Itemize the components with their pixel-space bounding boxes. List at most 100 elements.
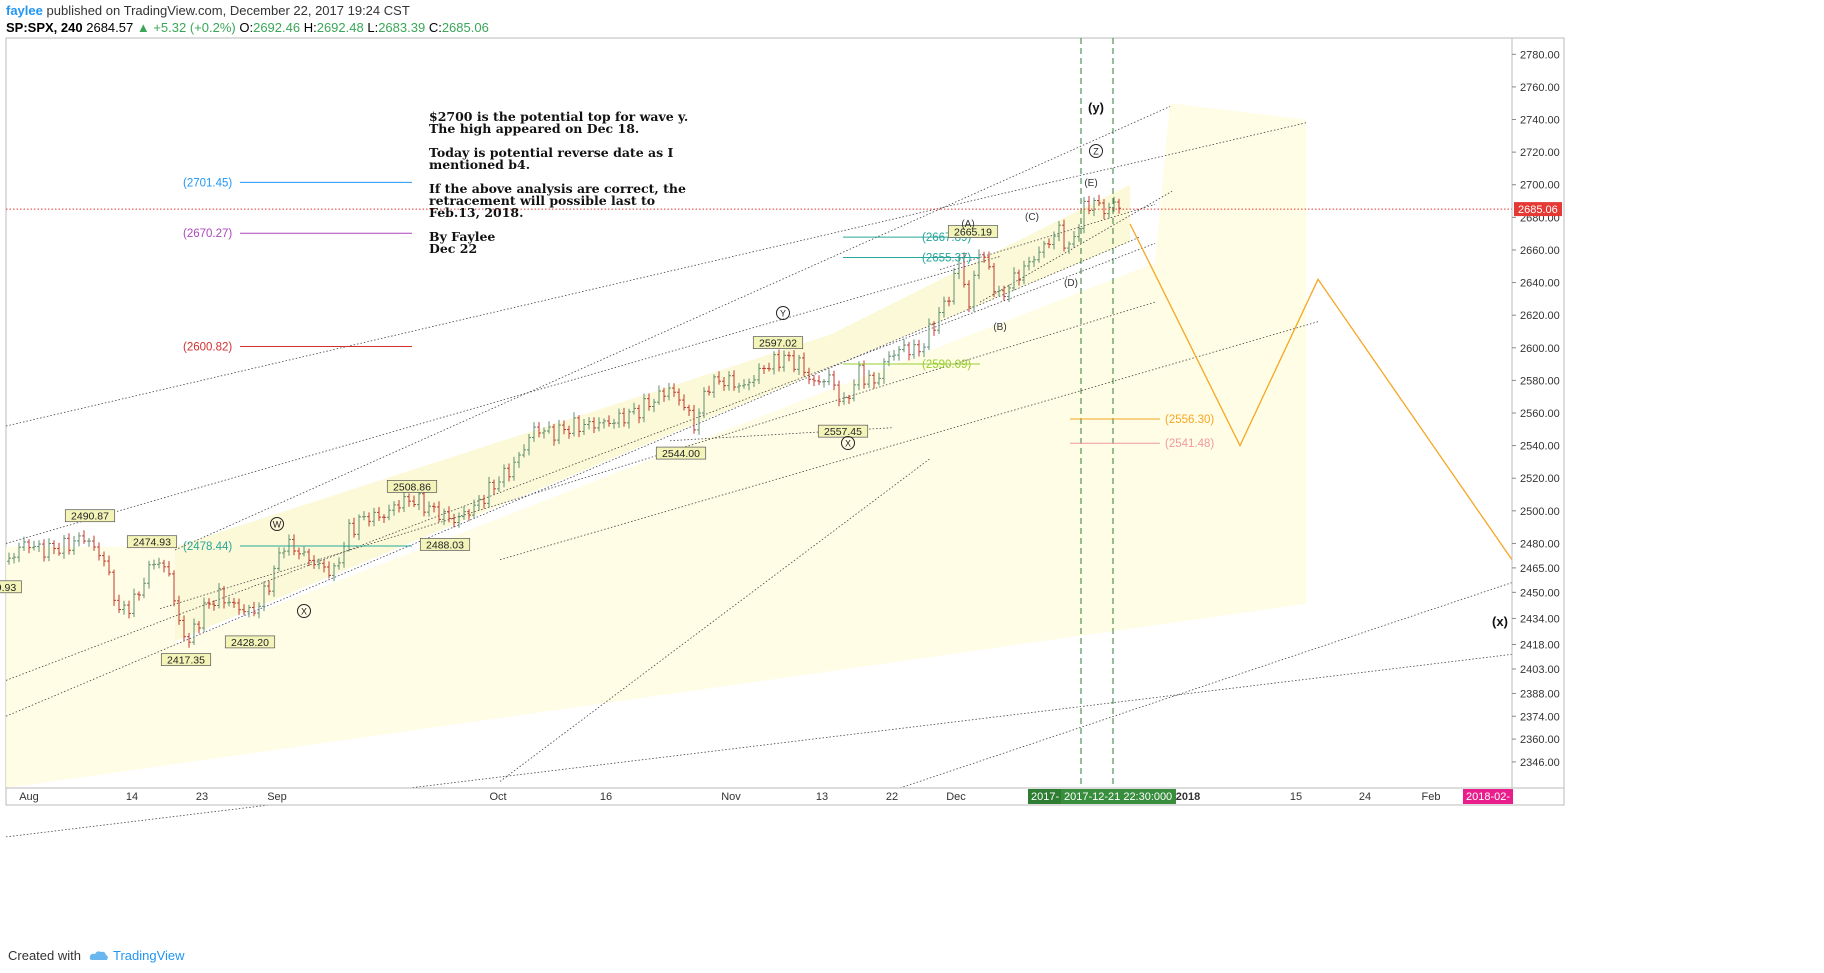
- y-axis-tick-label: 2540.00: [1520, 441, 1560, 453]
- fib-level-label: (2670.27): [183, 228, 232, 240]
- tradingview-link[interactable]: TradingView: [89, 948, 185, 963]
- y-axis-tick-label: 2346.00: [1520, 757, 1560, 769]
- analysis-note-line: retracement will possible last to: [429, 193, 655, 208]
- last-price: 2684.57: [86, 20, 134, 35]
- analysis-note-line: Feb.13, 2018.: [429, 205, 523, 220]
- price-tag: 2488.03: [419, 537, 471, 551]
- wave-label: (C): [1025, 212, 1039, 223]
- inner-channel-fill: [175, 184, 1130, 642]
- x-axis-tick-label: Dec: [946, 791, 966, 803]
- y-axis-tick-label: 2560.00: [1520, 408, 1560, 420]
- price-tag: 2417.35: [160, 653, 212, 667]
- price-tag-box: [386, 480, 438, 493]
- low-label: L:: [367, 20, 379, 35]
- price-tag-label: 2665.19: [954, 226, 992, 238]
- wave-label: X: [301, 607, 307, 617]
- price-tag: 2490.87: [64, 509, 116, 523]
- y-axis-tick-label: 2465.00: [1520, 563, 1560, 575]
- wave-label: (x): [1492, 614, 1508, 629]
- tradingview-cloud-icon: [89, 950, 108, 960]
- end-date-label: 2018-02-: [1466, 791, 1510, 803]
- open-value: 2692.46: [253, 20, 301, 35]
- price-tag: 2557.45: [817, 424, 869, 438]
- analysis-note-line: $2700 is the potential top for wave y.: [429, 109, 688, 124]
- fib-level-label: (2655.37): [922, 253, 971, 265]
- price-tag: 2428.20: [224, 635, 276, 649]
- crosshair-date-label: 2017-12-21 22:30:00: [1064, 791, 1166, 803]
- author-link[interactable]: faylee: [6, 3, 43, 18]
- analysis-note-line: By Faylee: [429, 229, 495, 244]
- y-axis-panel: [1511, 37, 1565, 789]
- date-badge-left: [1028, 789, 1061, 804]
- price-tag: 2597.02: [752, 336, 804, 350]
- channel-fill: [6, 103, 1306, 788]
- x-axis-tick-label: 23: [196, 791, 208, 803]
- price-tag: 9.93: [0, 580, 22, 594]
- x-axis-tick-label: 2018: [1176, 791, 1200, 803]
- wave-label: (E): [1084, 178, 1097, 189]
- symbol-name: SP:SPX, 240: [6, 20, 83, 35]
- y-axis-tick-label: 2500.00: [1520, 506, 1560, 518]
- x-axis-tick-label: Sep: [267, 791, 287, 803]
- wave-label: W: [273, 520, 282, 530]
- price-tag-box: [419, 537, 471, 551]
- price-tag-label: 2474.93: [133, 537, 171, 549]
- wave-label-circle: [841, 436, 855, 450]
- x-axis-tick-label: Nov: [721, 791, 741, 803]
- date-badge-left-label: 2017-: [1031, 791, 1059, 803]
- price-tag-label: 2488.03: [426, 539, 464, 551]
- price-tag-box: [0, 580, 22, 594]
- close-label: C:: [428, 20, 442, 35]
- price-tag-box: [224, 635, 276, 649]
- price-tag-label: 9.93: [0, 582, 16, 594]
- price-tag-label: 2597.02: [759, 338, 797, 350]
- wave-label-circle: [1089, 144, 1103, 158]
- symbol-line: SP:SPX, 240 2684.57 ▲ +5.32 (+0.2%) O:26…: [6, 20, 489, 35]
- wave-label: (y): [1088, 100, 1104, 115]
- price-tag: 2665.19: [947, 225, 999, 238]
- y-axis-tick-label: 2720.00: [1520, 147, 1560, 159]
- price-tag-label: 2428.20: [231, 637, 269, 649]
- high-value: 2692.48: [316, 20, 364, 35]
- trend-line: [499, 458, 931, 782]
- price-tag-box: [947, 225, 999, 238]
- projection-line: [1129, 223, 1513, 561]
- analysis-note-line: Today is potential reverse date as I: [429, 145, 674, 160]
- x-axis-tick-label: 16: [600, 791, 612, 803]
- y-axis-tick-label: 2360.00: [1520, 734, 1560, 746]
- footer: Created with TradingView: [8, 948, 185, 963]
- wave-label: (D): [1064, 278, 1078, 289]
- x-axis-tick-label: 22: [886, 791, 898, 803]
- price-tag-label: 2557.45: [824, 426, 862, 438]
- crosshair-date-suffix: 0: [1166, 791, 1172, 803]
- price-tag: 2474.93: [126, 535, 178, 549]
- crosshair-date-badge: [1061, 789, 1176, 804]
- y-axis-tick-label: 2403.00: [1520, 664, 1560, 676]
- wave-label-circle: [297, 604, 311, 618]
- wave-label-circle: [270, 517, 284, 531]
- created-with-label: Created with: [8, 948, 81, 963]
- y-axis-tick-label: 2760.00: [1520, 82, 1560, 94]
- y-axis-tick-label: 2780.00: [1520, 49, 1560, 61]
- x-axis-tick-label: 13: [816, 791, 828, 803]
- end-date-badge: [1463, 789, 1513, 804]
- price-change: ▲ +5.32 (+0.2%): [136, 20, 236, 35]
- wave-label: Y: [780, 309, 786, 319]
- price-tag-label: 2508.86: [393, 481, 431, 493]
- price-tag-label: 2490.87: [71, 511, 109, 523]
- x-axis-tick-label: Feb: [1422, 791, 1441, 803]
- y-axis-tick-label: 2374.00: [1520, 711, 1560, 723]
- publish-text: published on TradingView.com, December 2…: [46, 3, 410, 18]
- fib-level-label: (2600.82): [183, 341, 232, 353]
- close-value: 2685.06: [441, 20, 489, 35]
- wave-label: X: [845, 439, 851, 449]
- fib-level-label: (2478.44): [183, 541, 232, 553]
- y-axis-tick-label: 2418.00: [1520, 640, 1560, 652]
- x-axis-tick-label: Oct: [489, 791, 506, 803]
- publish-line: faylee published on TradingView.com, Dec…: [6, 3, 410, 18]
- x-axis-panel: [5, 787, 1565, 806]
- trend-line: [899, 582, 1513, 789]
- candles: [7, 194, 1121, 648]
- wave-label: (B): [993, 322, 1006, 333]
